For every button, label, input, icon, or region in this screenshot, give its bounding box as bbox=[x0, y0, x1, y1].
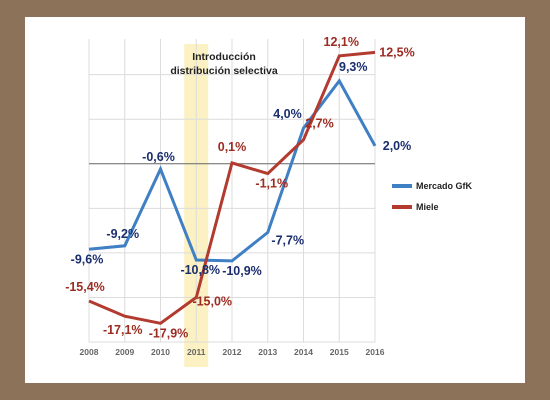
x-tick-label: 2012 bbox=[223, 347, 242, 357]
data-label: 2,7% bbox=[305, 117, 334, 131]
data-label: 0,1% bbox=[218, 140, 247, 154]
x-tick-label: 2010 bbox=[151, 347, 170, 357]
data-label: 9,3% bbox=[339, 60, 368, 74]
annotation-text: distribución selectiva bbox=[170, 65, 278, 77]
series-line-miele bbox=[88, 50, 376, 325]
data-label: 12,1% bbox=[324, 35, 359, 49]
data-label: -0,6% bbox=[142, 150, 175, 164]
data-label: -9,6% bbox=[71, 252, 104, 266]
annotation-text: Introducción bbox=[192, 51, 256, 63]
data-label: -1,1% bbox=[255, 177, 288, 191]
data-label: -15,0% bbox=[192, 294, 232, 308]
series-line-mercado-gfk bbox=[88, 78, 377, 263]
data-label: -10,9% bbox=[222, 264, 262, 278]
x-tick-label: 2013 bbox=[258, 347, 277, 357]
x-tick-label: 2016 bbox=[366, 347, 385, 357]
chart-frame: Introducción distribución selectiva -9,6% -… bbox=[25, 17, 525, 383]
x-tick-label: 2011 bbox=[187, 347, 206, 357]
x-tick-label: 2015 bbox=[330, 347, 349, 357]
x-tick-label: 2014 bbox=[294, 347, 313, 357]
data-label: -7,7% bbox=[271, 233, 304, 247]
legend-entry: Mercado GfK bbox=[416, 181, 473, 191]
data-label: -17,9% bbox=[149, 326, 189, 340]
data-label: -9,2% bbox=[106, 227, 139, 241]
data-label: -17,1% bbox=[103, 323, 143, 337]
data-label: -10,8% bbox=[180, 263, 220, 277]
x-tick-label: 2008 bbox=[80, 347, 99, 357]
data-label: 4,0% bbox=[273, 107, 302, 121]
data-label: 12,5% bbox=[379, 45, 414, 59]
x-tick-label: 2009 bbox=[115, 347, 134, 357]
data-label: -15,4% bbox=[65, 280, 105, 294]
legend-entry: Miele bbox=[416, 202, 439, 212]
data-label: 2,0% bbox=[383, 139, 412, 153]
